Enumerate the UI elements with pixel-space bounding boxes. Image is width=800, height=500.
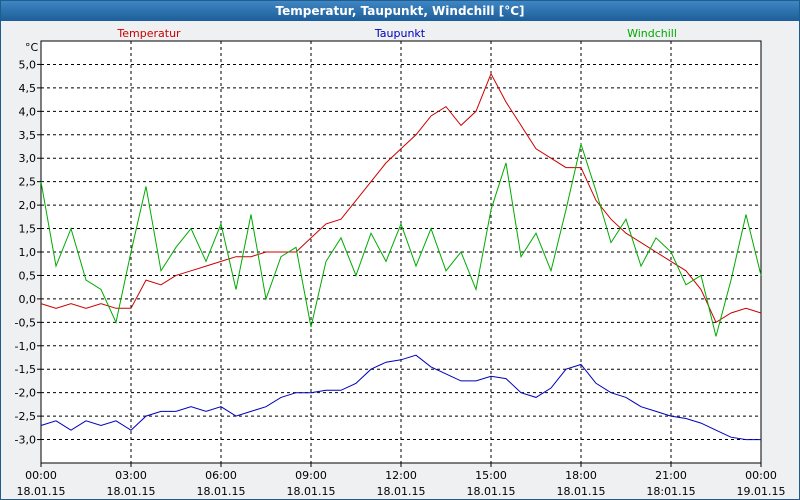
x-tick-date: 18.01.15	[287, 485, 336, 498]
x-tick-time: 12:00	[385, 469, 417, 482]
x-axis: 00:00 18.01.15 03:00 18.01.15 06:00 18.01.15 0…	[17, 463, 786, 498]
y-tick-label: 4,5	[19, 82, 37, 95]
x-tick-date: 18.01.15	[197, 485, 246, 498]
legend-windchill: Windchill	[627, 27, 677, 40]
y-tick-label: 5,0	[19, 58, 37, 71]
series-line-taupunkt	[40, 354, 761, 441]
y-tick-label: 2,0	[19, 199, 37, 212]
y-tick-label: 0,5	[19, 269, 37, 282]
series-line-temperatur	[40, 72, 762, 324]
x-tick-time: 03:00	[115, 469, 147, 482]
y-tick-label: 2,5	[19, 176, 37, 189]
series-lines	[40, 72, 762, 441]
y-tick-label: 1,0	[19, 246, 37, 259]
x-tick-date: 18.01.15	[557, 485, 606, 498]
y-tick-label: 1,5	[19, 223, 37, 236]
x-tick-date: 18.01.15	[467, 485, 516, 498]
x-tick-date: 18.01.15	[17, 485, 66, 498]
legend-temperatur: Temperatur	[116, 27, 181, 40]
x-tick-time: 21:00	[655, 469, 687, 482]
legend: Temperatur Taupunkt Windchill	[116, 27, 677, 40]
y-tick-label: 3,5	[19, 129, 37, 142]
y-tick-label: -3,0	[15, 434, 36, 447]
x-tick-date: 18:01.15	[646, 485, 695, 498]
x-tick-date: 18.01.15	[377, 485, 426, 498]
y-tick-label: -0,5	[15, 316, 36, 329]
chart-title: Temperatur, Taupunkt, Windchill [°C]	[1, 1, 799, 21]
x-tick-time: 15:00	[475, 469, 507, 482]
y-tick-label: 0,0	[19, 293, 37, 306]
y-tick-label: -1,5	[15, 363, 36, 376]
y-tick-label: -2,0	[15, 387, 36, 400]
x-tick-time: 06:00	[205, 469, 237, 482]
x-tick-time: 09:00	[295, 469, 327, 482]
series-line-windchill	[40, 142, 762, 337]
y-tick-label: -1,0	[15, 340, 36, 353]
x-tick-date: 18.01.15	[107, 485, 156, 498]
x-tick-time: 00:00	[25, 469, 57, 482]
y-tick-label: 3,0	[19, 152, 37, 165]
x-tick-time: 00:00	[745, 469, 777, 482]
y-tick-label: 4,0	[19, 105, 37, 118]
legend-taupunkt: Taupunkt	[374, 27, 426, 40]
y-tick-label: -2,5	[15, 410, 36, 423]
x-tick-date: 19.01.15	[737, 485, 786, 498]
grid-lines	[41, 41, 761, 463]
y-axis-unit: °C	[25, 41, 39, 54]
y-axis: 5,0 4,5 4,0 3,5 3,0 2,5 2,0 1,5 1,0 0,5 0,0 -0,5 -1,…	[15, 58, 41, 447]
x-tick-time: 18:00	[565, 469, 597, 482]
